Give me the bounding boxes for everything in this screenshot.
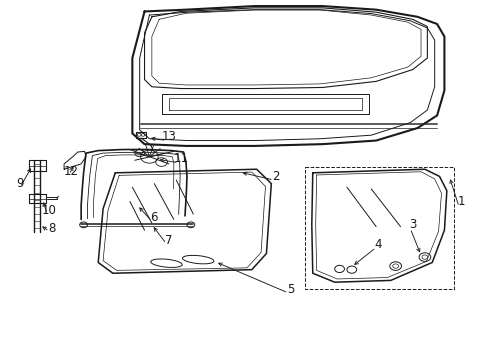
Text: 12: 12 xyxy=(64,165,79,177)
Text: 5: 5 xyxy=(286,283,294,296)
Text: 1: 1 xyxy=(457,195,464,208)
Text: 10: 10 xyxy=(42,204,57,217)
Text: 2: 2 xyxy=(272,170,279,183)
Text: 3: 3 xyxy=(408,218,416,231)
Text: 11: 11 xyxy=(173,152,188,165)
Text: 9: 9 xyxy=(17,177,24,190)
Text: 7: 7 xyxy=(165,234,172,247)
Text: 13: 13 xyxy=(161,130,176,144)
Text: 4: 4 xyxy=(374,238,382,251)
Text: 8: 8 xyxy=(48,222,56,235)
Text: 6: 6 xyxy=(150,211,158,224)
